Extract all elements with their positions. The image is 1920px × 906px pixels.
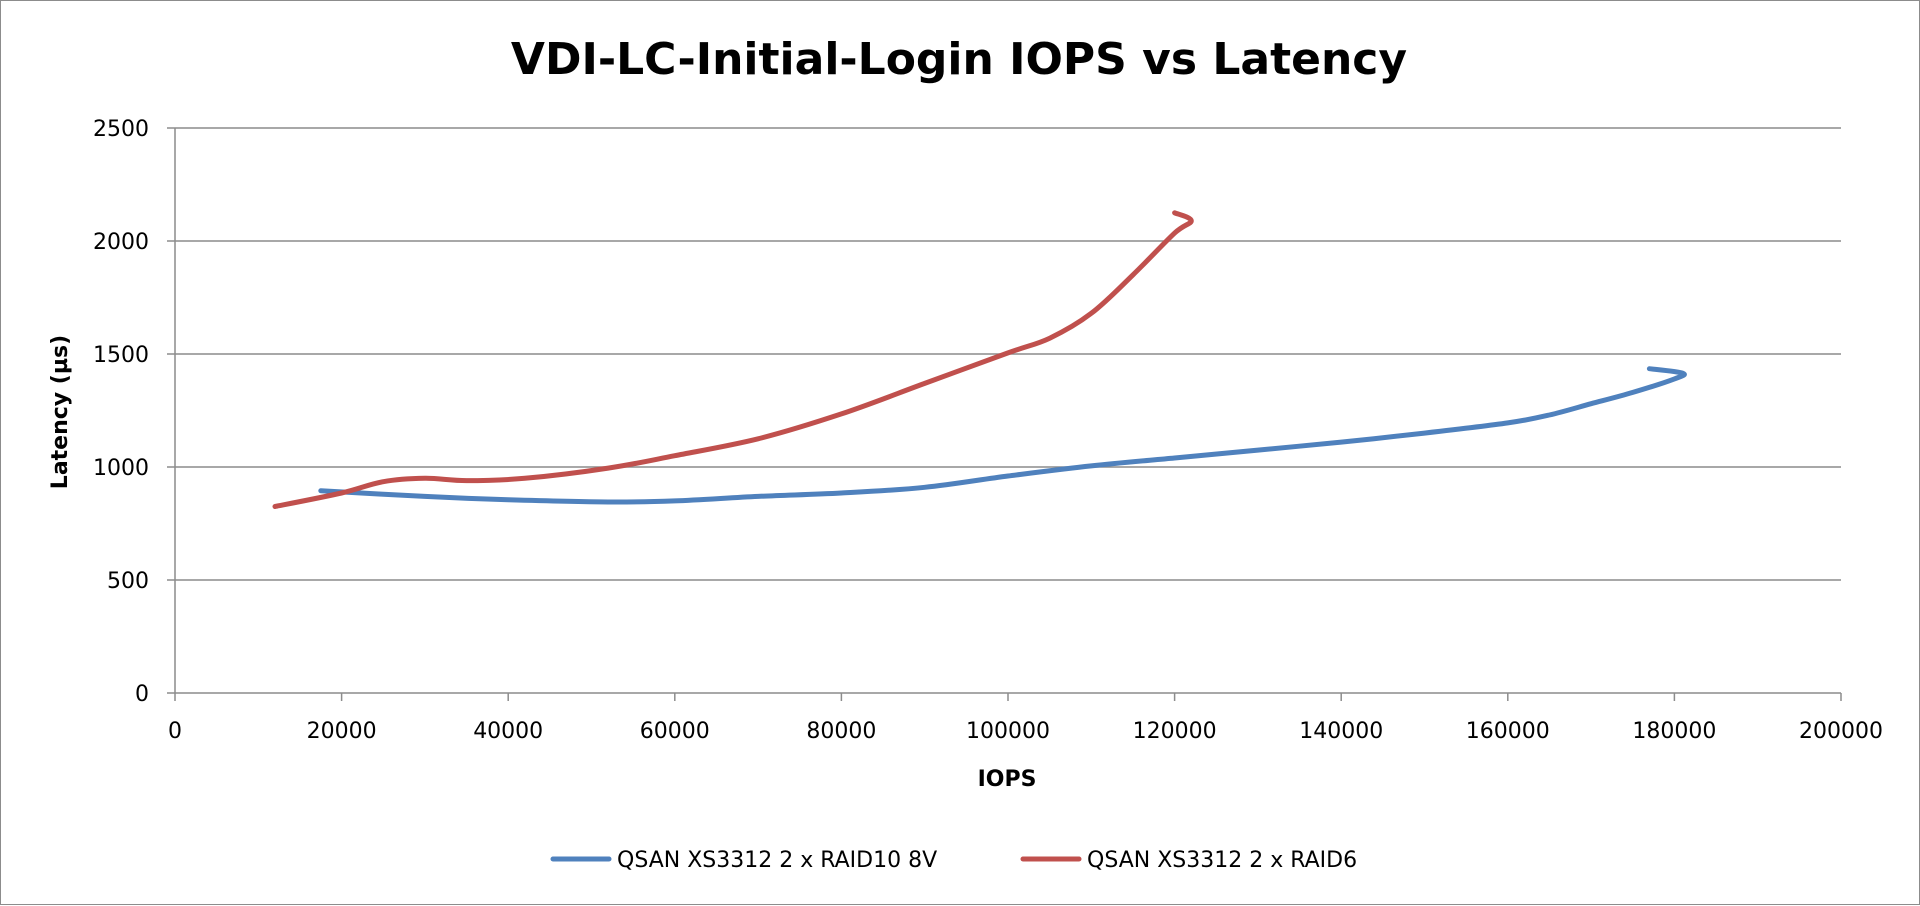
x-tick-label: 100000 bbox=[966, 719, 1050, 744]
x-tick-label: 40000 bbox=[473, 719, 543, 744]
x-tick-label: 200000 bbox=[1799, 719, 1883, 744]
y-tick-label: 2500 bbox=[93, 117, 149, 142]
x-tick-label: 180000 bbox=[1632, 719, 1716, 744]
y-tick-label: 1500 bbox=[93, 343, 149, 368]
y-tick-label: 0 bbox=[135, 682, 149, 707]
y-axis-title: Latency (µs) bbox=[48, 335, 73, 489]
x-tick-label: 160000 bbox=[1466, 719, 1550, 744]
x-tick-label: 140000 bbox=[1299, 719, 1383, 744]
x-tick-labels: 0 20000 40000 60000 80000 100000 120000 140000 1… bbox=[168, 719, 1883, 744]
legend: QSAN XS3312 2 x RAID10 8V QSAN XS3312 2 x… bbox=[550, 848, 1357, 873]
x-tick-label: 80000 bbox=[806, 719, 876, 744]
y-tick-label: 2000 bbox=[93, 230, 149, 255]
series-line-1 bbox=[318, 366, 1687, 505]
x-tick-label: 0 bbox=[168, 719, 182, 744]
series-lines bbox=[272, 210, 1687, 509]
y-tick-labels: 0 500 1000 1500 2000 2500 bbox=[93, 117, 149, 707]
x-tick-label: 60000 bbox=[640, 719, 710, 744]
chart-title: VDI-LC-Initial-Login IOPS vs Latency bbox=[511, 34, 1407, 85]
legend-label-1: QSAN XS3312 2 x RAID10 8V bbox=[617, 848, 937, 873]
legend-label-2: QSAN XS3312 2 x RAID6 bbox=[1087, 848, 1357, 873]
x-axis-title: IOPS bbox=[978, 767, 1037, 792]
series-line-2 bbox=[272, 210, 1194, 509]
axes bbox=[167, 127, 1842, 701]
x-tick-label: 20000 bbox=[307, 719, 377, 744]
x-tick-label: 120000 bbox=[1133, 719, 1217, 744]
y-tick-label: 500 bbox=[107, 569, 149, 594]
y-tick-label: 1000 bbox=[93, 456, 149, 481]
